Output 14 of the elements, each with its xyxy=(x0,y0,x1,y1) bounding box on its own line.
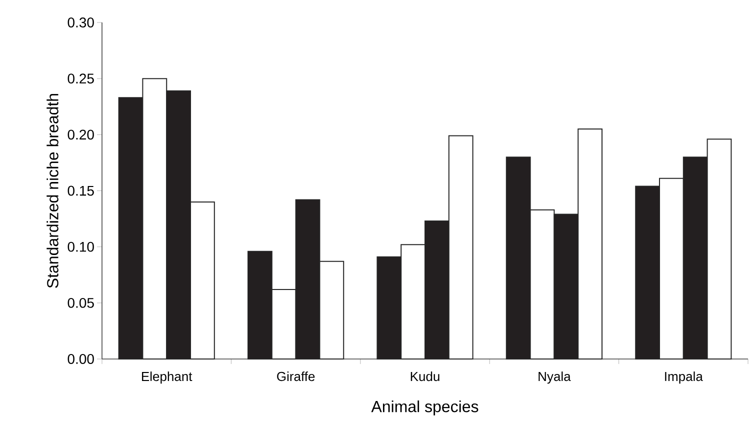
y-tick-label: 0.05 xyxy=(68,298,94,308)
x-tick-label: Elephant xyxy=(142,372,192,384)
x-tick-label: Giraffe xyxy=(277,372,315,382)
y-tick-label: 0.25 xyxy=(68,74,94,84)
y-tick-label: 0.20 xyxy=(68,130,94,140)
x-tick-label: Impala xyxy=(665,372,703,384)
y-axis-title: Standardized niche breadth xyxy=(46,94,58,288)
y-tick-label: 0.15 xyxy=(68,186,94,196)
x-tick-label: Kudu xyxy=(410,372,440,382)
x-tick-label: Nyala xyxy=(538,372,571,384)
y-tick-label: 0.30 xyxy=(68,18,94,28)
y-tick-label: 0.00 xyxy=(68,354,94,364)
y-tick-label: 0.10 xyxy=(68,242,94,252)
x-axis-title: Animal species xyxy=(371,400,478,416)
